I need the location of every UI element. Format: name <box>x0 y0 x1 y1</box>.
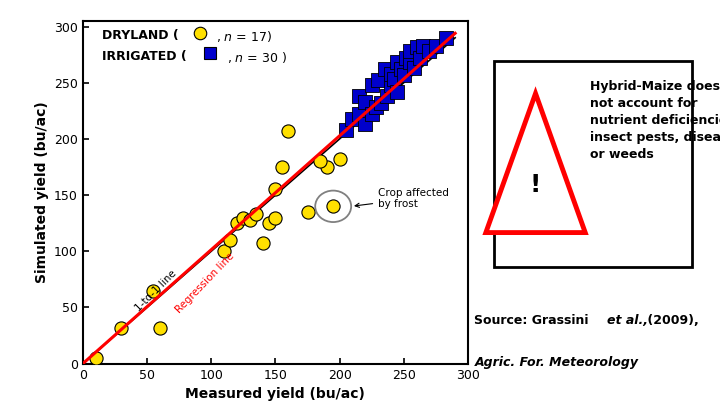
Point <box>411 43 423 50</box>
Text: IRRIGATED (: IRRIGATED ( <box>102 50 186 63</box>
Text: DRYLAND (: DRYLAND ( <box>102 30 179 43</box>
Point <box>388 76 400 83</box>
Point <box>392 88 403 95</box>
Point <box>282 127 294 134</box>
Point <box>269 214 281 221</box>
Text: Hybrid-Maize does
not account for
nutrient deficiencies,
insect pests, diseases
: Hybrid-Maize does not account for nutrie… <box>590 80 720 161</box>
Point <box>154 324 166 331</box>
Point <box>370 104 382 111</box>
Point <box>302 209 313 215</box>
Point <box>334 156 346 163</box>
Text: et al.,: et al., <box>607 314 648 327</box>
Text: Crop affected
by frost: Crop affected by frost <box>355 188 449 209</box>
X-axis label: Measured yield (bu/ac): Measured yield (bu/ac) <box>186 387 365 401</box>
Point <box>341 127 352 133</box>
Point <box>430 42 441 49</box>
Text: Source: Grassini: Source: Grassini <box>474 314 593 327</box>
Point <box>375 99 387 106</box>
Point <box>441 34 452 41</box>
Point <box>251 211 262 217</box>
Text: , $\mathit{n}$ = 17): , $\mathit{n}$ = 17) <box>216 30 271 44</box>
Point <box>264 220 275 227</box>
Point <box>366 111 377 117</box>
Point <box>328 203 339 210</box>
Text: Agric. For. Meteorology: Agric. For. Meteorology <box>474 356 639 369</box>
Point <box>218 248 230 255</box>
Point <box>379 66 390 73</box>
Point <box>238 214 249 221</box>
Text: Regression line: Regression line <box>174 251 236 315</box>
Point <box>398 71 410 78</box>
Point <box>395 66 407 73</box>
Point <box>366 82 377 88</box>
Point <box>359 99 371 105</box>
FancyBboxPatch shape <box>494 61 692 268</box>
Point <box>257 240 269 247</box>
Point <box>423 48 435 55</box>
Point <box>148 287 159 294</box>
Text: 1-to-1 line: 1-to-1 line <box>133 268 179 313</box>
Point <box>372 77 384 84</box>
Point <box>385 70 397 77</box>
Point <box>418 42 429 49</box>
Point <box>315 158 326 165</box>
Point <box>405 48 416 55</box>
Text: !: ! <box>530 173 541 197</box>
Point <box>225 237 236 243</box>
Text: , $\mathit{n}$ = 30 ): , $\mathit{n}$ = 30 ) <box>228 50 287 65</box>
Point <box>415 55 426 61</box>
Point <box>359 121 371 127</box>
Point <box>347 115 359 122</box>
Point <box>382 93 393 99</box>
Point <box>353 93 364 99</box>
Point <box>276 164 287 171</box>
Point <box>405 59 416 66</box>
Y-axis label: Simulated yield (bu/ac): Simulated yield (bu/ac) <box>35 102 48 283</box>
Point <box>231 220 243 227</box>
Point <box>90 355 102 362</box>
Point <box>115 324 127 331</box>
Point <box>269 186 281 193</box>
Point <box>392 59 403 66</box>
Polygon shape <box>486 94 585 232</box>
Point <box>400 55 412 61</box>
Point <box>321 164 333 171</box>
Point <box>408 65 420 71</box>
Point <box>385 82 397 88</box>
Text: (2009),: (2009), <box>643 314 699 327</box>
Point <box>353 111 364 117</box>
Point <box>244 217 256 223</box>
